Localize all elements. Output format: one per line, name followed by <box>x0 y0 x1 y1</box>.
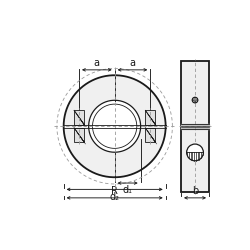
Text: b: b <box>192 186 198 196</box>
Bar <box>74 110 84 125</box>
Bar <box>145 128 155 142</box>
Circle shape <box>187 144 204 161</box>
Circle shape <box>89 100 141 152</box>
Bar <box>181 61 209 192</box>
Text: a: a <box>94 58 100 68</box>
Bar <box>74 128 84 142</box>
Circle shape <box>192 97 198 103</box>
Text: d₂: d₂ <box>110 192 120 202</box>
Text: d₁: d₁ <box>123 185 133 195</box>
Bar <box>145 110 155 125</box>
Text: R: R <box>111 186 118 196</box>
Circle shape <box>64 75 166 177</box>
Text: a: a <box>130 58 136 68</box>
